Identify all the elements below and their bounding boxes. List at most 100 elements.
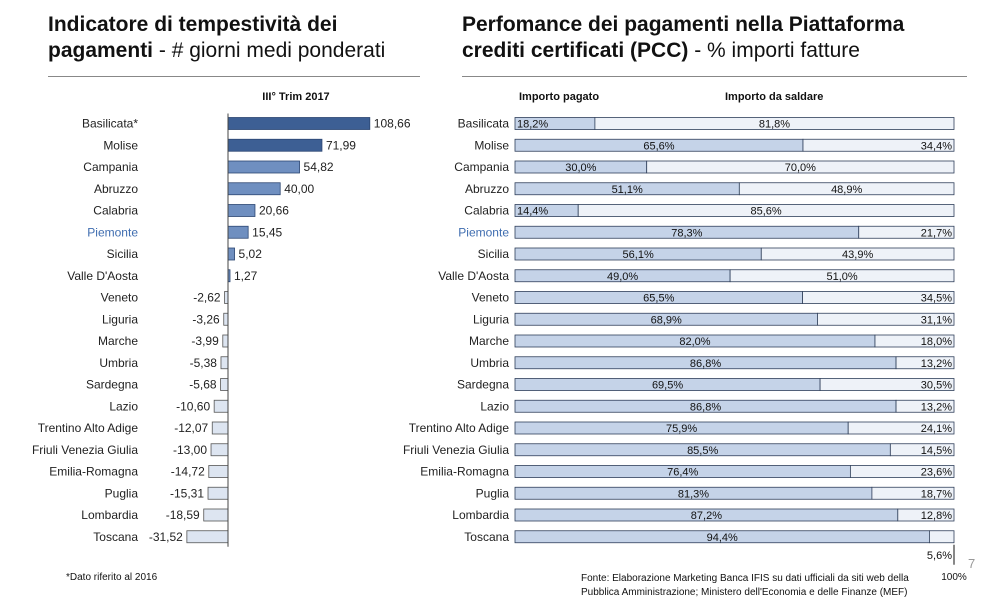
left-bar [208, 465, 229, 478]
left-bar [227, 204, 256, 217]
left-category-label: Abruzzo [94, 182, 138, 196]
paid-value-label: 56,1% [623, 249, 654, 261]
left-category-label: Lombardia [81, 508, 138, 522]
right-category-label: Toscana [464, 530, 509, 544]
right-category-label: Friuli Venezia Giulia [403, 443, 509, 457]
left-category-label: Toscana [93, 530, 138, 544]
paid-value-label: 94,4% [707, 532, 738, 544]
left-value-label: -14,72 [171, 465, 205, 479]
right-category-label: Liguria [473, 312, 509, 326]
left-category-label: Umbria [99, 356, 138, 370]
right-category-label: Sardegna [457, 378, 509, 392]
left-value-label: 108,66 [374, 117, 411, 131]
legend-unpaid: Importo da saldare [725, 91, 823, 103]
unpaid-value-label: 51,0% [826, 271, 857, 283]
unpaid-segment [802, 138, 955, 152]
left-series-header: III° Trim 2017 [262, 91, 329, 103]
left-value-label: 1,27 [234, 269, 258, 283]
unpaid-value-label: 12,8% [921, 510, 952, 522]
unpaid-value-label: 43,9% [842, 249, 873, 261]
left-value-label: -12,07 [174, 421, 208, 435]
left-bar [186, 530, 229, 544]
unpaid-segment [929, 530, 955, 544]
paid-value-label: 65,6% [643, 140, 674, 152]
left-bar [220, 378, 229, 391]
left-panel-title: Indicatore di tempestività dei pagamenti… [48, 12, 408, 64]
left-bar [203, 508, 229, 522]
right-category-label: Campania [454, 160, 509, 174]
left-value-label: 40,00 [284, 182, 314, 196]
unpaid-segment [895, 399, 955, 413]
left-value-label: -3,99 [191, 334, 219, 348]
unpaid-value-label: 34,4% [921, 140, 952, 152]
left-category-label: Campania [83, 160, 138, 174]
right-category-label: Umbria [470, 356, 509, 370]
left-bar [222, 334, 229, 348]
right-category-label: Piemonte [458, 225, 509, 239]
left-bar [227, 138, 323, 152]
right-category-label: Basilicata [458, 117, 510, 131]
unpaid-segment [577, 204, 955, 217]
paid-value-label: 78,3% [671, 227, 702, 239]
right-category-label: Molise [474, 138, 509, 152]
left-bar [227, 247, 235, 261]
left-category-label: Liguria [102, 312, 138, 326]
unpaid-value-label: 13,2% [921, 401, 952, 413]
timeliness-bar-chart: III° Trim 2017 Basilicata* 108,66 Molise 71,… [32, 91, 411, 547]
left-value-label: -15,31 [170, 486, 204, 500]
left-category-label: Puglia [105, 486, 139, 500]
unpaid-value-label: 48,9% [831, 184, 862, 196]
unpaid-value-label: 5,6% [927, 550, 952, 562]
paid-value-label: 14,4% [517, 206, 548, 218]
left-bar [223, 312, 229, 326]
unpaid-segment [819, 378, 955, 391]
unpaid-segment [760, 247, 955, 261]
right-category-label: Puglia [476, 486, 510, 500]
right-title-rest: - % importi fatture [688, 39, 860, 62]
paid-value-label: 86,8% [690, 358, 721, 370]
right-category-label: Abruzzo [465, 182, 509, 196]
unpaid-segment [897, 508, 955, 522]
left-value-label: -2,62 [193, 291, 221, 305]
right-category-label: Sicilia [478, 247, 510, 261]
left-bar [220, 356, 229, 370]
left-value-label: 54,82 [304, 160, 334, 174]
right-panel-title: Perfomance dei pagamenti nella Piattafor… [462, 12, 962, 64]
left-category-label: Friuli Venezia Giulia [32, 443, 138, 457]
left-bar [227, 160, 300, 174]
page-number: 7 [968, 556, 976, 571]
right-title-divider [462, 76, 967, 77]
left-value-label: -5,38 [190, 356, 218, 370]
left-category-label: Sicilia [107, 247, 139, 261]
paid-value-label: 75,9% [666, 423, 697, 435]
paid-value-label: 82,0% [679, 336, 710, 348]
paid-value-label: 65,5% [643, 293, 674, 305]
left-value-label: -3,26 [192, 312, 220, 326]
unpaid-value-label: 31,1% [921, 314, 952, 326]
paid-value-label: 49,0% [607, 271, 638, 283]
unpaid-segment [817, 312, 955, 326]
paid-value-label: 69,5% [652, 380, 683, 392]
right-title-bold: Perfomance dei pagamenti nella Piattafor… [462, 13, 905, 62]
left-title-rest: - # giorni medi ponderati [153, 39, 386, 62]
unpaid-segment [729, 269, 955, 283]
left-value-label: -5,68 [189, 378, 217, 392]
left-bar [227, 182, 281, 196]
unpaid-value-label: 23,6% [921, 467, 952, 479]
left-value-label: -10,60 [176, 399, 210, 413]
paid-value-label: 86,8% [690, 401, 721, 413]
unpaid-value-label: 24,1% [921, 423, 952, 435]
left-category-label: Emilia-Romagna [49, 465, 138, 479]
legend-paid: Importo pagato [519, 91, 599, 103]
right-category-label: Lazio [480, 399, 509, 413]
left-bar [211, 421, 229, 435]
unpaid-value-label: 81,8% [759, 119, 790, 131]
left-bar [224, 291, 229, 304]
unpaid-value-label: 70,0% [785, 162, 816, 174]
paid-value-label: 85,5% [687, 445, 718, 457]
unpaid-value-label: 21,7% [921, 227, 952, 239]
pcc-stacked-bar-chart: Importo pagato Importo da saldare Basilica… [403, 91, 967, 583]
unpaid-value-label: 13,2% [921, 358, 952, 370]
unpaid-value-label: 18,0% [921, 336, 952, 348]
unpaid-segment [874, 334, 955, 348]
